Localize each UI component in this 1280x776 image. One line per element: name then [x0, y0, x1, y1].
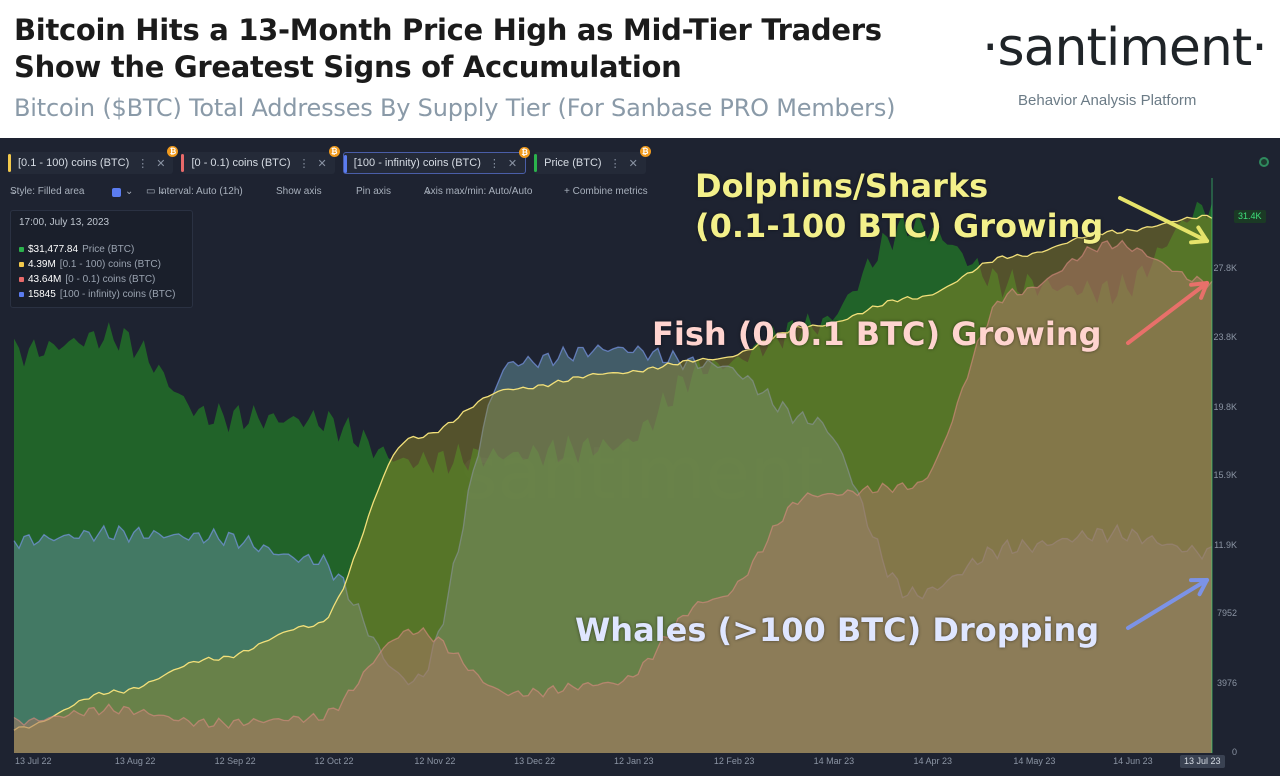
x-tick-label: 12 Sep 22 [214, 756, 256, 766]
bitcoin-icon: ₿ [167, 146, 179, 157]
close-icon[interactable]: ✕ [507, 157, 518, 170]
y-tick-label: 27.8K [1213, 262, 1237, 273]
area-0-0-1-coins-btc [14, 240, 1212, 754]
x-cursor-label: 13 Jul 23 [1180, 755, 1225, 768]
page-subtitle: Bitcoin ($BTC) Total Addresses By Supply… [14, 94, 896, 122]
tooltip-label: [0.1 - 100) coins (BTC) [59, 258, 161, 270]
tooltip-row-price: $31,477.84 Price (BTC) [19, 243, 134, 255]
x-tick-label: 14 May 23 [1013, 756, 1056, 766]
annotation-dolphins-line-2: (0.1-100 BTC) Growing [695, 207, 1104, 245]
legend-swatch [19, 261, 24, 267]
title-line-2: Show the Greatest Signs of Accumulation [14, 50, 682, 84]
tooltip-label: Price (BTC) [82, 243, 135, 255]
tooltip-label: [0 - 0.1) coins (BTC) [65, 273, 156, 285]
tab-label: [0.1 - 100) coins (BTC) [18, 157, 130, 169]
annotation-dolphins-line-1: Dolphins/Sharks [695, 167, 989, 205]
santiment-logo: ·santiment· [982, 18, 1268, 78]
x-tick-label: 13 Aug 22 [114, 756, 156, 766]
tooltip-value: 4.39M [28, 258, 56, 270]
tab-fish-metric[interactable]: [0 - 0.1) coins (BTC) ⋮ ✕ ₿ [181, 146, 340, 174]
brand-tagline: Behavior Analysis Platform [1018, 92, 1197, 109]
metric-color-bar [8, 154, 11, 172]
line-0-0-1-coins-btc [13, 239, 1213, 730]
metric-tabs: [0.1 - 100) coins (BTC) ⋮ ✕ ₿ [0 - 0.1) … [8, 146, 651, 174]
color-swatch[interactable] [112, 188, 121, 197]
more-options-icon[interactable]: ⋮ [488, 157, 500, 170]
x-tick-label: 14 Mar 23 [813, 756, 855, 766]
x-tick-label: 12 Oct 22 [314, 756, 354, 766]
x-tick-label: 13 Dec 22 [514, 756, 556, 766]
tab-dolphins-sharks-metric[interactable]: [0.1 - 100) coins (BTC) ⋮ ✕ ₿ [8, 146, 179, 174]
combine-metrics-button[interactable]: + Combine metrics [564, 186, 648, 197]
more-options-icon[interactable]: ⋮ [137, 157, 149, 170]
tab-whales-metric[interactable]: [100 - infinity) coins (BTC) ⋮ ✕ ₿ [342, 147, 531, 174]
y-tick-label: 11.9K [1214, 539, 1237, 550]
metric-color-bar [534, 154, 538, 172]
y-tick-label: 3976 [1216, 677, 1237, 688]
legend-swatch [19, 246, 24, 252]
annotation-fish: Fish (0-0.1 BTC) Growing [652, 315, 1102, 353]
header: Bitcoin Hits a 13-Month Price High as Mi… [0, 0, 1280, 138]
tooltip-label: [100 - infinity) coins (BTC) [59, 288, 176, 300]
x-tick-label: 12 Nov 22 [414, 756, 456, 766]
bitcoin-icon: ₿ [639, 146, 651, 157]
tooltip-date: 17:00, July 13, 2023 [19, 217, 110, 228]
chart-canvas: santiment [13, 178, 1213, 754]
page-title: Bitcoin Hits a 13-Month Price High as Mi… [14, 12, 882, 86]
close-icon[interactable]: ✕ [156, 157, 166, 170]
y-tick-label: 0 [1231, 747, 1237, 757]
x-tick-label: 12 Feb 23 [713, 756, 755, 766]
metric-color-bar [181, 154, 185, 172]
close-icon[interactable]: ✕ [317, 157, 327, 170]
tooltip-row-fish: 43.64M [0 - 0.1) coins (BTC) [19, 273, 155, 285]
more-options-icon[interactable]: ⋮ [298, 157, 310, 170]
title-line-1: Bitcoin Hits a 13-Month Price High as Mi… [14, 13, 882, 47]
style-label: Style: Filled area [10, 186, 85, 197]
live-status-icon[interactable] [1259, 157, 1269, 167]
chart-tooltip: 17:00, July 13, 2023 $31,477.84 Price (B… [10, 210, 193, 308]
tooltip-row-dolphins: 4.39M [0.1 - 100) coins (BTC) [19, 258, 161, 270]
chart-panel: santiment [0.1 - 100) coins (BTC) ⋮ ✕ ₿ … [0, 138, 1280, 776]
legend-swatch [19, 291, 24, 297]
x-tick-label: 14 Jun 23 [1113, 756, 1153, 766]
interval-label: Interval: Auto (12h) [158, 186, 243, 197]
y-cursor-label: 31.4K [1234, 210, 1266, 223]
arrow-fish [1126, 281, 1209, 345]
y-tick-label: 19.8K [1213, 402, 1237, 412]
series-0-0-1-coins-btc [13, 239, 1213, 754]
tooltip-row-whales: 15845 [100 - infinity) coins (BTC) [19, 288, 175, 300]
interval-select[interactable]: ▭ Interval: Auto (12h) ⌄ [146, 186, 243, 197]
metric-color-bar [343, 155, 347, 173]
tooltip-value: 43.64M [28, 273, 62, 285]
arrow-dolphins [1118, 196, 1209, 245]
pin-axis-button[interactable]: Pin axis [356, 186, 392, 197]
tab-label: [100 - infinity) coins (BTC) [353, 157, 481, 169]
legend-swatch [19, 276, 24, 282]
style-select[interactable]: Style: Filled area ⌄ [10, 186, 85, 197]
line-0-1-100-coins-btc [13, 214, 1213, 731]
axis-minmax-select[interactable]: Axis max/min: Auto/Auto ⌄ [424, 186, 533, 197]
y-tick-label: 7952 [1216, 608, 1237, 619]
tab-label: Price (BTC) [544, 157, 602, 169]
annotation-whales: Whales (>100 BTC) Dropping [575, 611, 1100, 649]
annotation-dolphins: Dolphins/Sharks (0.1-100 BTC) Growing [695, 166, 1103, 246]
tooltip-value: 15845 [28, 288, 56, 300]
tab-price-metric[interactable]: Price (BTC) ⋮ ✕ ₿ [534, 146, 651, 174]
x-tick-label: 12 Jan 23 [614, 756, 654, 766]
tab-label: [0 - 0.1) coins (BTC) [191, 157, 291, 169]
x-tick-label: 14 Apr 23 [913, 756, 953, 766]
y-tick-label: 23.8K [1213, 332, 1237, 343]
bitcoin-icon: ₿ [328, 146, 340, 157]
chevron-down-icon[interactable]: ⌄ [125, 186, 134, 197]
x-tick-label: 13 Jul 22 [15, 756, 52, 766]
tooltip-value: $31,477.84 [28, 243, 79, 255]
close-icon[interactable]: ✕ [628, 157, 638, 170]
axis-minmax-label: Axis max/min: Auto/Auto [424, 186, 533, 197]
more-options-icon[interactable]: ⋮ [609, 157, 621, 170]
bitcoin-icon: ₿ [519, 147, 531, 158]
y-tick-label: 15.9K [1213, 469, 1237, 480]
arrow-whales [1126, 578, 1209, 630]
show-axis-button[interactable]: Show axis [276, 186, 322, 197]
